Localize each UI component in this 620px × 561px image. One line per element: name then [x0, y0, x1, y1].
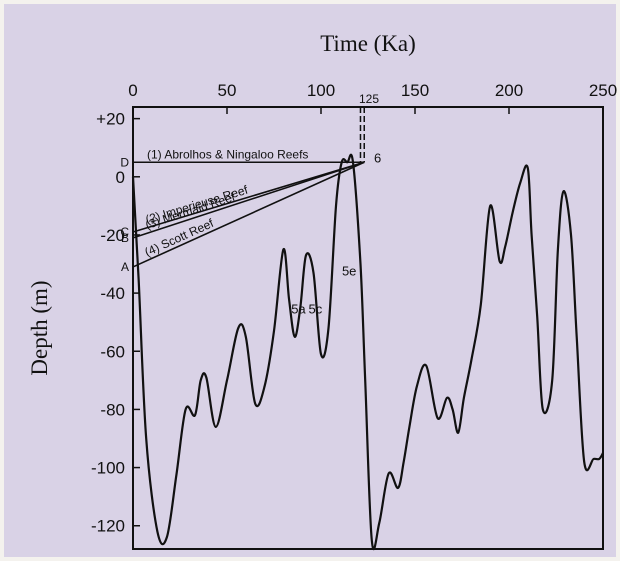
stage-label: 5a — [291, 301, 306, 316]
x-marker-label: 125 — [359, 92, 379, 106]
y-tick-label: +20 — [96, 110, 125, 129]
y-tick-label: -80 — [100, 400, 125, 419]
x-tick-label: 200 — [495, 81, 523, 100]
plot-frame — [132, 106, 604, 550]
sea-level-curve — [131, 153, 604, 551]
stage-label: 5e — [342, 264, 356, 279]
y-tick-label: 0 — [116, 168, 125, 187]
reef-label: (1) Abrolhos & Ningaloo Reefs — [147, 147, 308, 161]
reef-start-letter: B — [121, 231, 129, 245]
stage-label: 5c — [308, 301, 322, 316]
x-tick-label: 150 — [401, 81, 429, 100]
x-axis-title: Time (Ka) — [320, 31, 416, 56]
reef-line — [132, 161, 365, 239]
y-axis-title: Depth (m) — [27, 280, 52, 375]
y-tick-label: -100 — [91, 459, 125, 478]
reef-start-letter: C — [120, 225, 129, 239]
x-tick-label: 50 — [218, 81, 237, 100]
y-tick-label: -120 — [91, 517, 125, 536]
x-tick-label: 0 — [128, 81, 137, 100]
x-tick-label: 100 — [307, 81, 335, 100]
reef-start-letter: D — [120, 155, 129, 169]
reef-start-letter: A — [121, 260, 129, 274]
reef-line — [132, 161, 365, 268]
y-tick-label: -60 — [100, 342, 125, 361]
reef-line — [132, 161, 365, 233]
stage-label: 6 — [374, 150, 381, 165]
y-tick-label: -20 — [100, 226, 125, 245]
x-tick-label: 250 — [589, 81, 617, 100]
y-tick-label: -40 — [100, 284, 125, 303]
